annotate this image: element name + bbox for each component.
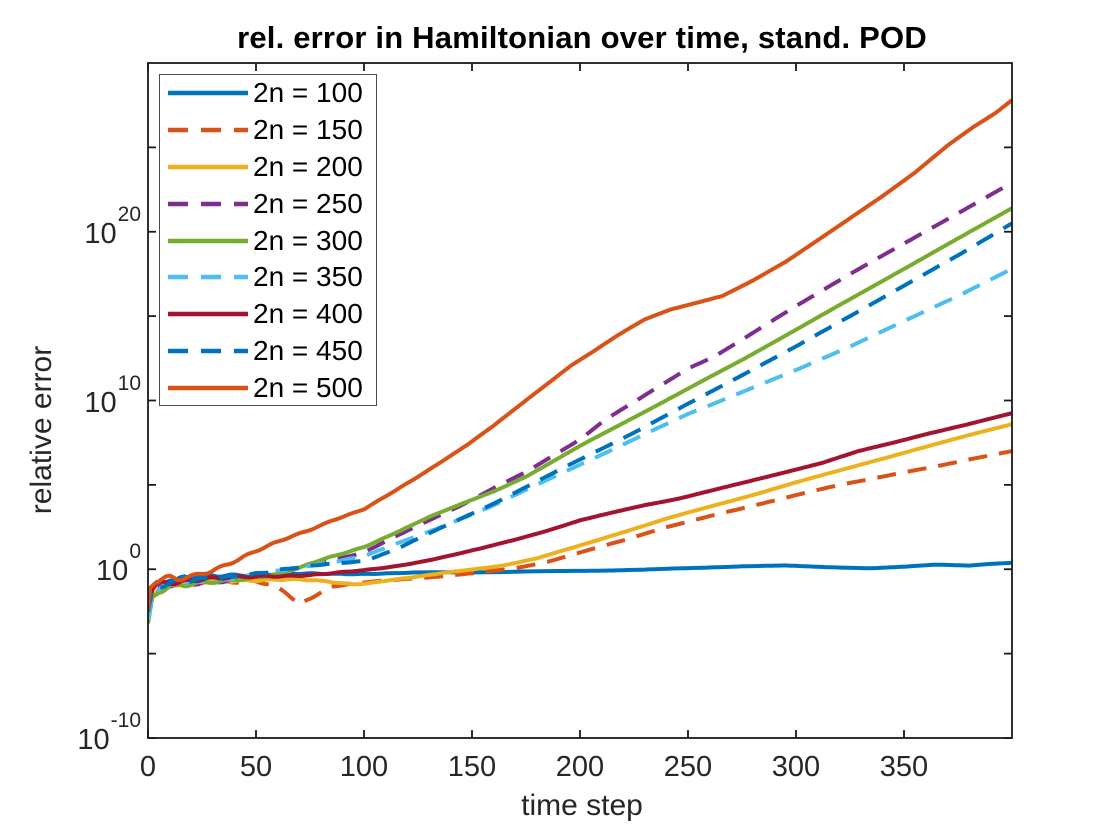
series-lines bbox=[148, 98, 1012, 624]
legend-item-2n300: 2n = 300 bbox=[168, 225, 363, 257]
series-line-2n150 bbox=[148, 449, 1012, 614]
legend-line-sample bbox=[168, 348, 248, 354]
legend-line-sample bbox=[168, 238, 248, 243]
legend-line-sample bbox=[168, 91, 248, 96]
y-tick-label-10e0: 100 bbox=[96, 540, 141, 588]
legend-label: 2n = 300 bbox=[253, 224, 363, 256]
x-tick-label-150: 150 bbox=[447, 751, 497, 783]
legend-line-sample bbox=[168, 275, 248, 280]
x-axis-label: time step bbox=[521, 789, 643, 822]
legend-item-2n350: 2n = 350 bbox=[168, 261, 363, 293]
legend-label: 2n = 200 bbox=[253, 151, 363, 182]
legend-line-sample bbox=[168, 201, 248, 207]
legend-line-sample bbox=[168, 164, 248, 170]
y-tick-label-10e20: 1020 bbox=[84, 202, 141, 250]
legend-line-sample bbox=[168, 385, 248, 391]
legend-line-sample bbox=[168, 311, 248, 317]
legend-item-2n200: 2n = 200 bbox=[168, 151, 363, 183]
x-tick-label-300: 300 bbox=[771, 751, 821, 783]
legend-line-sample bbox=[168, 127, 248, 133]
legend-label: 2n = 100 bbox=[253, 77, 363, 109]
legend-label: 2n = 150 bbox=[253, 114, 363, 146]
series-line-2n200 bbox=[148, 422, 1012, 617]
y-tick-label-10e-10: 10-10 bbox=[77, 709, 141, 756]
x-tick-label-350: 350 bbox=[879, 751, 929, 783]
x-tick-label-250: 250 bbox=[663, 751, 713, 783]
y-axis-label: relative error bbox=[25, 345, 58, 515]
legend-item-2n250: 2n = 250 bbox=[168, 188, 363, 220]
legend-item-2n150: 2n = 150 bbox=[168, 114, 363, 146]
x-tick-label-100: 100 bbox=[339, 751, 389, 783]
legend-label: 2n = 450 bbox=[253, 335, 363, 366]
legend-label: 2n = 350 bbox=[253, 261, 363, 293]
legend-item-2n100: 2n = 100 bbox=[168, 77, 363, 109]
chart-title: rel. error in Hamiltonian over time, sta… bbox=[237, 20, 927, 55]
legend-label: 2n = 500 bbox=[253, 371, 363, 403]
series-line-2n500 bbox=[148, 98, 1012, 610]
x-tick-label-50: 50 bbox=[239, 751, 273, 783]
y-tick-label-10e10: 1010 bbox=[84, 371, 141, 419]
legend-box: 2n = 100 2n = 150 2n = 200 2n = 250 2n = 300… bbox=[159, 74, 377, 406]
legend-label: 2n = 250 bbox=[253, 187, 363, 219]
legend-item-2n400: 2n = 400 bbox=[168, 298, 363, 330]
legend-item-2n450: 2n = 450 bbox=[168, 335, 363, 367]
x-tick-label-200: 200 bbox=[555, 751, 605, 783]
legend-label: 2n = 400 bbox=[253, 298, 363, 330]
x-tick-label-0: 0 bbox=[139, 751, 157, 783]
series-line-2n450 bbox=[148, 221, 1012, 612]
legend-item-2n500: 2n = 500 bbox=[168, 372, 363, 404]
series-line-2n400 bbox=[148, 411, 1012, 609]
axes-box bbox=[147, 62, 1013, 739]
